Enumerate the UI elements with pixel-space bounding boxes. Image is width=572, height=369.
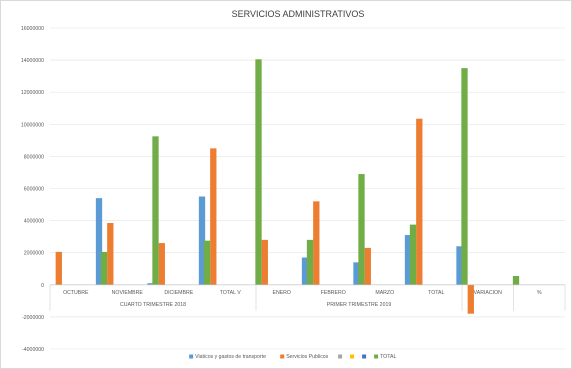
bar: [364, 247, 371, 285]
y-tick-label: 0: [41, 283, 44, 289]
legend-swatch: [362, 354, 367, 359]
bar: [306, 239, 314, 285]
bar: [203, 240, 211, 285]
x-category-label: TOTAL: [428, 290, 444, 296]
x-category-label: %: [537, 290, 542, 296]
x-category-label: TOTAL V: [220, 290, 241, 296]
legend-label: TOTAL: [380, 354, 396, 360]
bar: [100, 251, 108, 285]
x-category-label: NOVIEMBRE: [112, 290, 144, 296]
y-tick-label: 12000000: [21, 90, 44, 96]
bar: [358, 174, 365, 285]
bar: [55, 251, 62, 285]
bar: [512, 275, 520, 285]
x-category-label: FEBRERO: [321, 290, 346, 296]
bar: [210, 148, 217, 285]
bar: [409, 224, 417, 285]
bar: [456, 246, 463, 285]
bar: [198, 196, 206, 285]
x-category-label: VARIACION: [474, 290, 502, 296]
bar: [95, 198, 103, 285]
y-tick-label: 8000000: [24, 154, 44, 160]
bar: [107, 223, 114, 285]
bar: [261, 239, 268, 285]
legend-swatch: [189, 354, 194, 359]
bar: [461, 68, 468, 285]
bar: [301, 257, 309, 285]
bar: [158, 243, 165, 285]
x-group-label: CUARTO TRIMESTRE 2018: [120, 302, 186, 308]
x-category-label: OCTUBRE: [63, 290, 89, 296]
bars: [55, 59, 520, 314]
bar: [353, 262, 360, 285]
bar: [255, 59, 262, 285]
bar: [467, 284, 474, 314]
legend-label: Servicios Publicos: [286, 354, 328, 360]
y-tick-label: 6000000: [24, 187, 44, 193]
legend-swatch: [280, 354, 285, 359]
y-tick-label: -4000000: [22, 347, 44, 353]
y-tick-label: -2000000: [22, 315, 44, 321]
x-category-label: ENERO: [273, 290, 291, 296]
y-tick-label: 16000000: [21, 26, 44, 32]
chart-title: SERVICIOS ADMINISTRATIVOS: [232, 9, 365, 19]
y-tick-label: 14000000: [21, 58, 44, 64]
y-tick-label: 10000000: [21, 122, 44, 128]
x-axis: OCTUBRE NOVIEMBRE DICIEMBRE TOTAL V ENERO FEB…: [49, 284, 566, 311]
bar: [152, 136, 159, 285]
bar: [416, 118, 423, 285]
legend-swatch: [374, 354, 379, 359]
x-category-label: MARZO: [375, 290, 394, 296]
y-tick-label: 2000000: [24, 251, 44, 257]
bar: [313, 201, 320, 285]
y-axis: -4000000 -2000000 0 2000000 4000000 6000000 80…: [21, 26, 44, 353]
legend: Viaticos y gastos de transporte Servicios…: [189, 354, 396, 360]
legend-swatch: [338, 354, 343, 359]
bar: [404, 235, 412, 285]
x-category-label: DICIEMBRE: [164, 290, 193, 296]
legend-swatch: [350, 354, 355, 359]
bar: [147, 283, 154, 285]
legend-label: Viaticos y gastos de transporte: [195, 354, 266, 360]
y-tick-label: 4000000: [24, 219, 44, 225]
x-group-label: PRIMER TRIMESTRE 2019: [327, 302, 392, 308]
